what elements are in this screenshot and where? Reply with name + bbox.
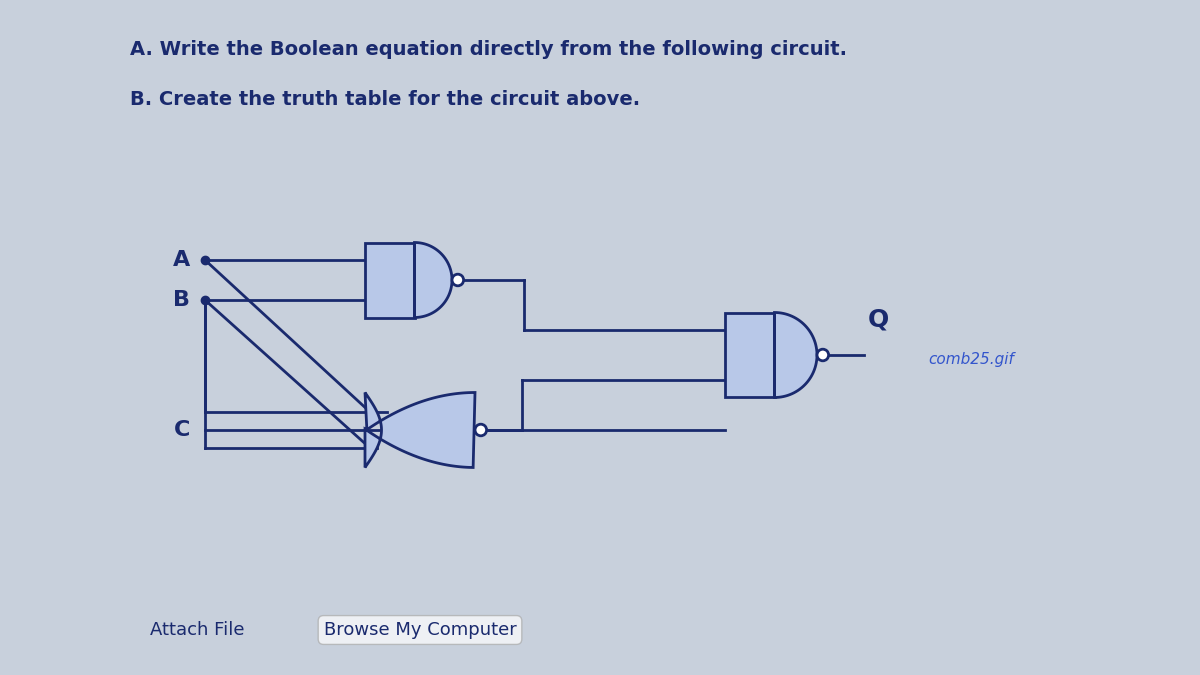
Circle shape xyxy=(452,274,463,286)
Text: A. Write the Boolean equation directly from the following circuit.: A. Write the Boolean equation directly f… xyxy=(130,40,847,59)
Circle shape xyxy=(475,424,487,436)
Text: B: B xyxy=(173,290,190,310)
Text: A: A xyxy=(173,250,190,270)
Circle shape xyxy=(817,349,828,361)
Polygon shape xyxy=(365,242,414,317)
Text: C: C xyxy=(174,420,190,440)
Text: comb25.gif: comb25.gif xyxy=(929,352,1014,367)
Text: Attach File: Attach File xyxy=(150,621,245,639)
Polygon shape xyxy=(725,313,774,398)
Text: Browse My Computer: Browse My Computer xyxy=(324,621,516,639)
Text: Q: Q xyxy=(868,308,889,332)
Text: B. Create the truth table for the circuit above.: B. Create the truth table for the circui… xyxy=(130,90,640,109)
Polygon shape xyxy=(774,313,817,398)
Polygon shape xyxy=(414,242,452,317)
Polygon shape xyxy=(365,392,475,468)
